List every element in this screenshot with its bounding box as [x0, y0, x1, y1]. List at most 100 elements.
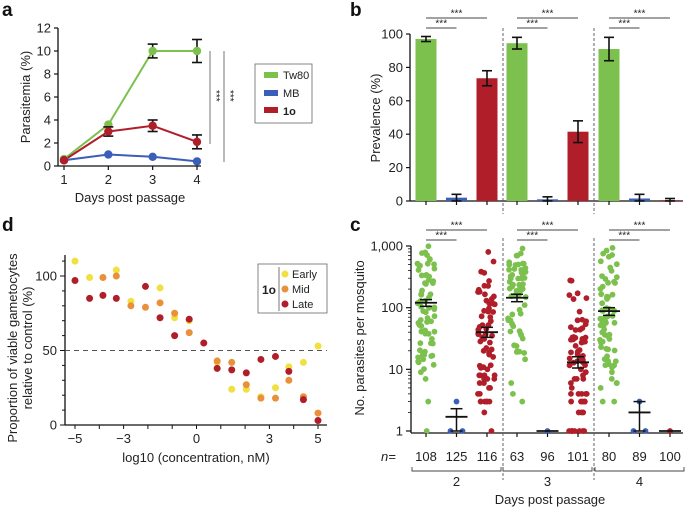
- b-ytick-label: 20: [389, 160, 403, 175]
- a-ytick-label: 10: [37, 44, 51, 59]
- c-dot-1o-day2: [476, 372, 483, 379]
- c-dot-tw80-day4: [606, 331, 613, 338]
- c-dot-tw80-day2: [417, 317, 424, 323]
- b-bar-tw80-day4: [598, 49, 620, 201]
- c-dot-tw80-day4: [600, 250, 607, 257]
- c-dot-1o-day3: [575, 409, 582, 416]
- c-sig-label: ***: [634, 221, 646, 232]
- a-ytick-label: 2: [44, 136, 51, 151]
- legend-label-mid: Mid: [292, 284, 310, 296]
- c-dot-tw80-day4: [599, 398, 606, 405]
- legend-label-early: Early: [292, 269, 318, 281]
- d-point-mid: [242, 381, 250, 389]
- c-dot-tw80-day2: [428, 336, 435, 342]
- a-point-1o: [59, 156, 69, 165]
- panel-c: No. parasites per mosquito Days post pas…: [352, 221, 685, 507]
- d-point-late: [257, 355, 265, 363]
- c-dot-1o-day3: [574, 290, 581, 297]
- c-dot-tw80-day3: [519, 245, 526, 252]
- c-dot-1o-day3: [568, 390, 574, 397]
- c-dot-1o-day3: [573, 375, 580, 382]
- c-dot-tw80-day4: [611, 362, 618, 369]
- c-dot-tw80-day2: [425, 243, 432, 250]
- c-dot-1o-day3: [572, 327, 579, 333]
- c-dot-tw80-day3: [516, 306, 523, 313]
- d-ytick-label: 100: [35, 269, 57, 284]
- c-dot-1o-day3: [572, 342, 579, 349]
- c-dot-tw80-day4: [601, 326, 608, 333]
- c-dot-tw80-day4: [605, 360, 612, 367]
- d-point-late: [156, 314, 164, 322]
- c-dot-1o-day3: [580, 372, 586, 379]
- c-dot-1o-day3: [578, 355, 585, 361]
- c-dot-1o-day2: [482, 291, 488, 298]
- d-point-early: [228, 385, 236, 393]
- c-dot-1o-day2: [475, 390, 481, 397]
- c-n-label: 108: [415, 449, 437, 464]
- c-dot-tw80-day4: [597, 322, 604, 329]
- b-ytick-label: 60: [389, 93, 403, 108]
- a-point-tw80: [192, 46, 202, 56]
- c-dot-1o-day3: [568, 349, 574, 356]
- d-point-early: [86, 273, 94, 281]
- c-dot-tw80-day2: [429, 352, 436, 359]
- c-n-label: 100: [659, 449, 681, 464]
- d-ytick-label: 0: [50, 418, 57, 433]
- d-point-late: [200, 339, 208, 347]
- c-dot-1o-day3: [576, 428, 583, 434]
- c-sig-label: ***: [526, 231, 538, 242]
- c-ytick-label: 10: [389, 362, 403, 377]
- c-dot-tw80-day2: [420, 356, 427, 363]
- a-ytick-label: 0: [44, 159, 51, 174]
- d-point-early: [299, 358, 307, 366]
- c-dot-1o-day3: [569, 428, 576, 434]
- c-dot-tw80-day2: [415, 358, 422, 365]
- c-dot-tw80-day3: [514, 348, 521, 355]
- c-dot-tw80-day4: [599, 338, 606, 345]
- d-point-mid: [271, 394, 279, 402]
- c-dot-tw80-day3: [519, 398, 526, 405]
- c-dot-1o-day3: [574, 351, 581, 358]
- c-dot-1o-day2: [490, 293, 497, 300]
- c-dot-1o-day2: [490, 309, 497, 315]
- c-dot-1o-day3: [566, 292, 573, 299]
- a-ytick-label: 12: [37, 21, 51, 36]
- a-point-tw80: [148, 46, 157, 56]
- a-point-mb: [192, 157, 202, 166]
- b-bar-tw80-day3: [506, 43, 528, 202]
- c-dot-tw80-day3: [506, 259, 513, 266]
- c-dot-1o-day2: [480, 364, 487, 371]
- c-group-bracket: [502, 467, 593, 472]
- c-dot-1o-day3: [582, 338, 588, 345]
- c-dot-tw80-day3: [520, 274, 527, 281]
- c-dot-tw80-day3: [506, 266, 512, 273]
- c-dot-tw80-day2: [418, 291, 425, 298]
- c-dot-tw80-day2: [431, 328, 438, 335]
- c-dot-tw80-day4: [611, 278, 617, 285]
- d-point-late: [141, 282, 149, 290]
- c-dot-1o-day3: [566, 362, 573, 369]
- a-ytick-label: 6: [44, 90, 51, 105]
- d-xtick-label: 5: [314, 431, 321, 446]
- c-dot-1o-day2: [481, 269, 488, 276]
- d-point-mid: [185, 329, 193, 337]
- c-dot-tw80-day2: [421, 351, 428, 358]
- c-group-label: 3: [544, 474, 551, 489]
- c-dot-1o-day3: [577, 326, 583, 333]
- panel-b-ylabel: Prevalence (%): [368, 74, 383, 163]
- c-dot-1o-day3: [581, 398, 588, 405]
- c-dot-tw80-day2: [424, 260, 431, 267]
- c-dot-tw80-day3: [522, 356, 529, 363]
- c-dot-tw80-day4: [598, 344, 604, 351]
- d-point-mid: [257, 394, 265, 402]
- c-dot-tw80-day2: [421, 366, 427, 372]
- b-ytick-label: 100: [381, 27, 403, 42]
- legend-marker-mid: [281, 285, 289, 293]
- d-point-mid: [127, 302, 135, 310]
- d-point-late: [86, 294, 94, 302]
- c-dot-1o-day2: [481, 380, 487, 386]
- panel-b: Prevalence (%) 0 20 40 60 80 100 *** *** *** *** *…: [368, 9, 683, 214]
- c-group-label: 2: [453, 474, 460, 489]
- c-n-label: 96: [540, 449, 554, 464]
- panel-label-a: a: [2, 0, 13, 21]
